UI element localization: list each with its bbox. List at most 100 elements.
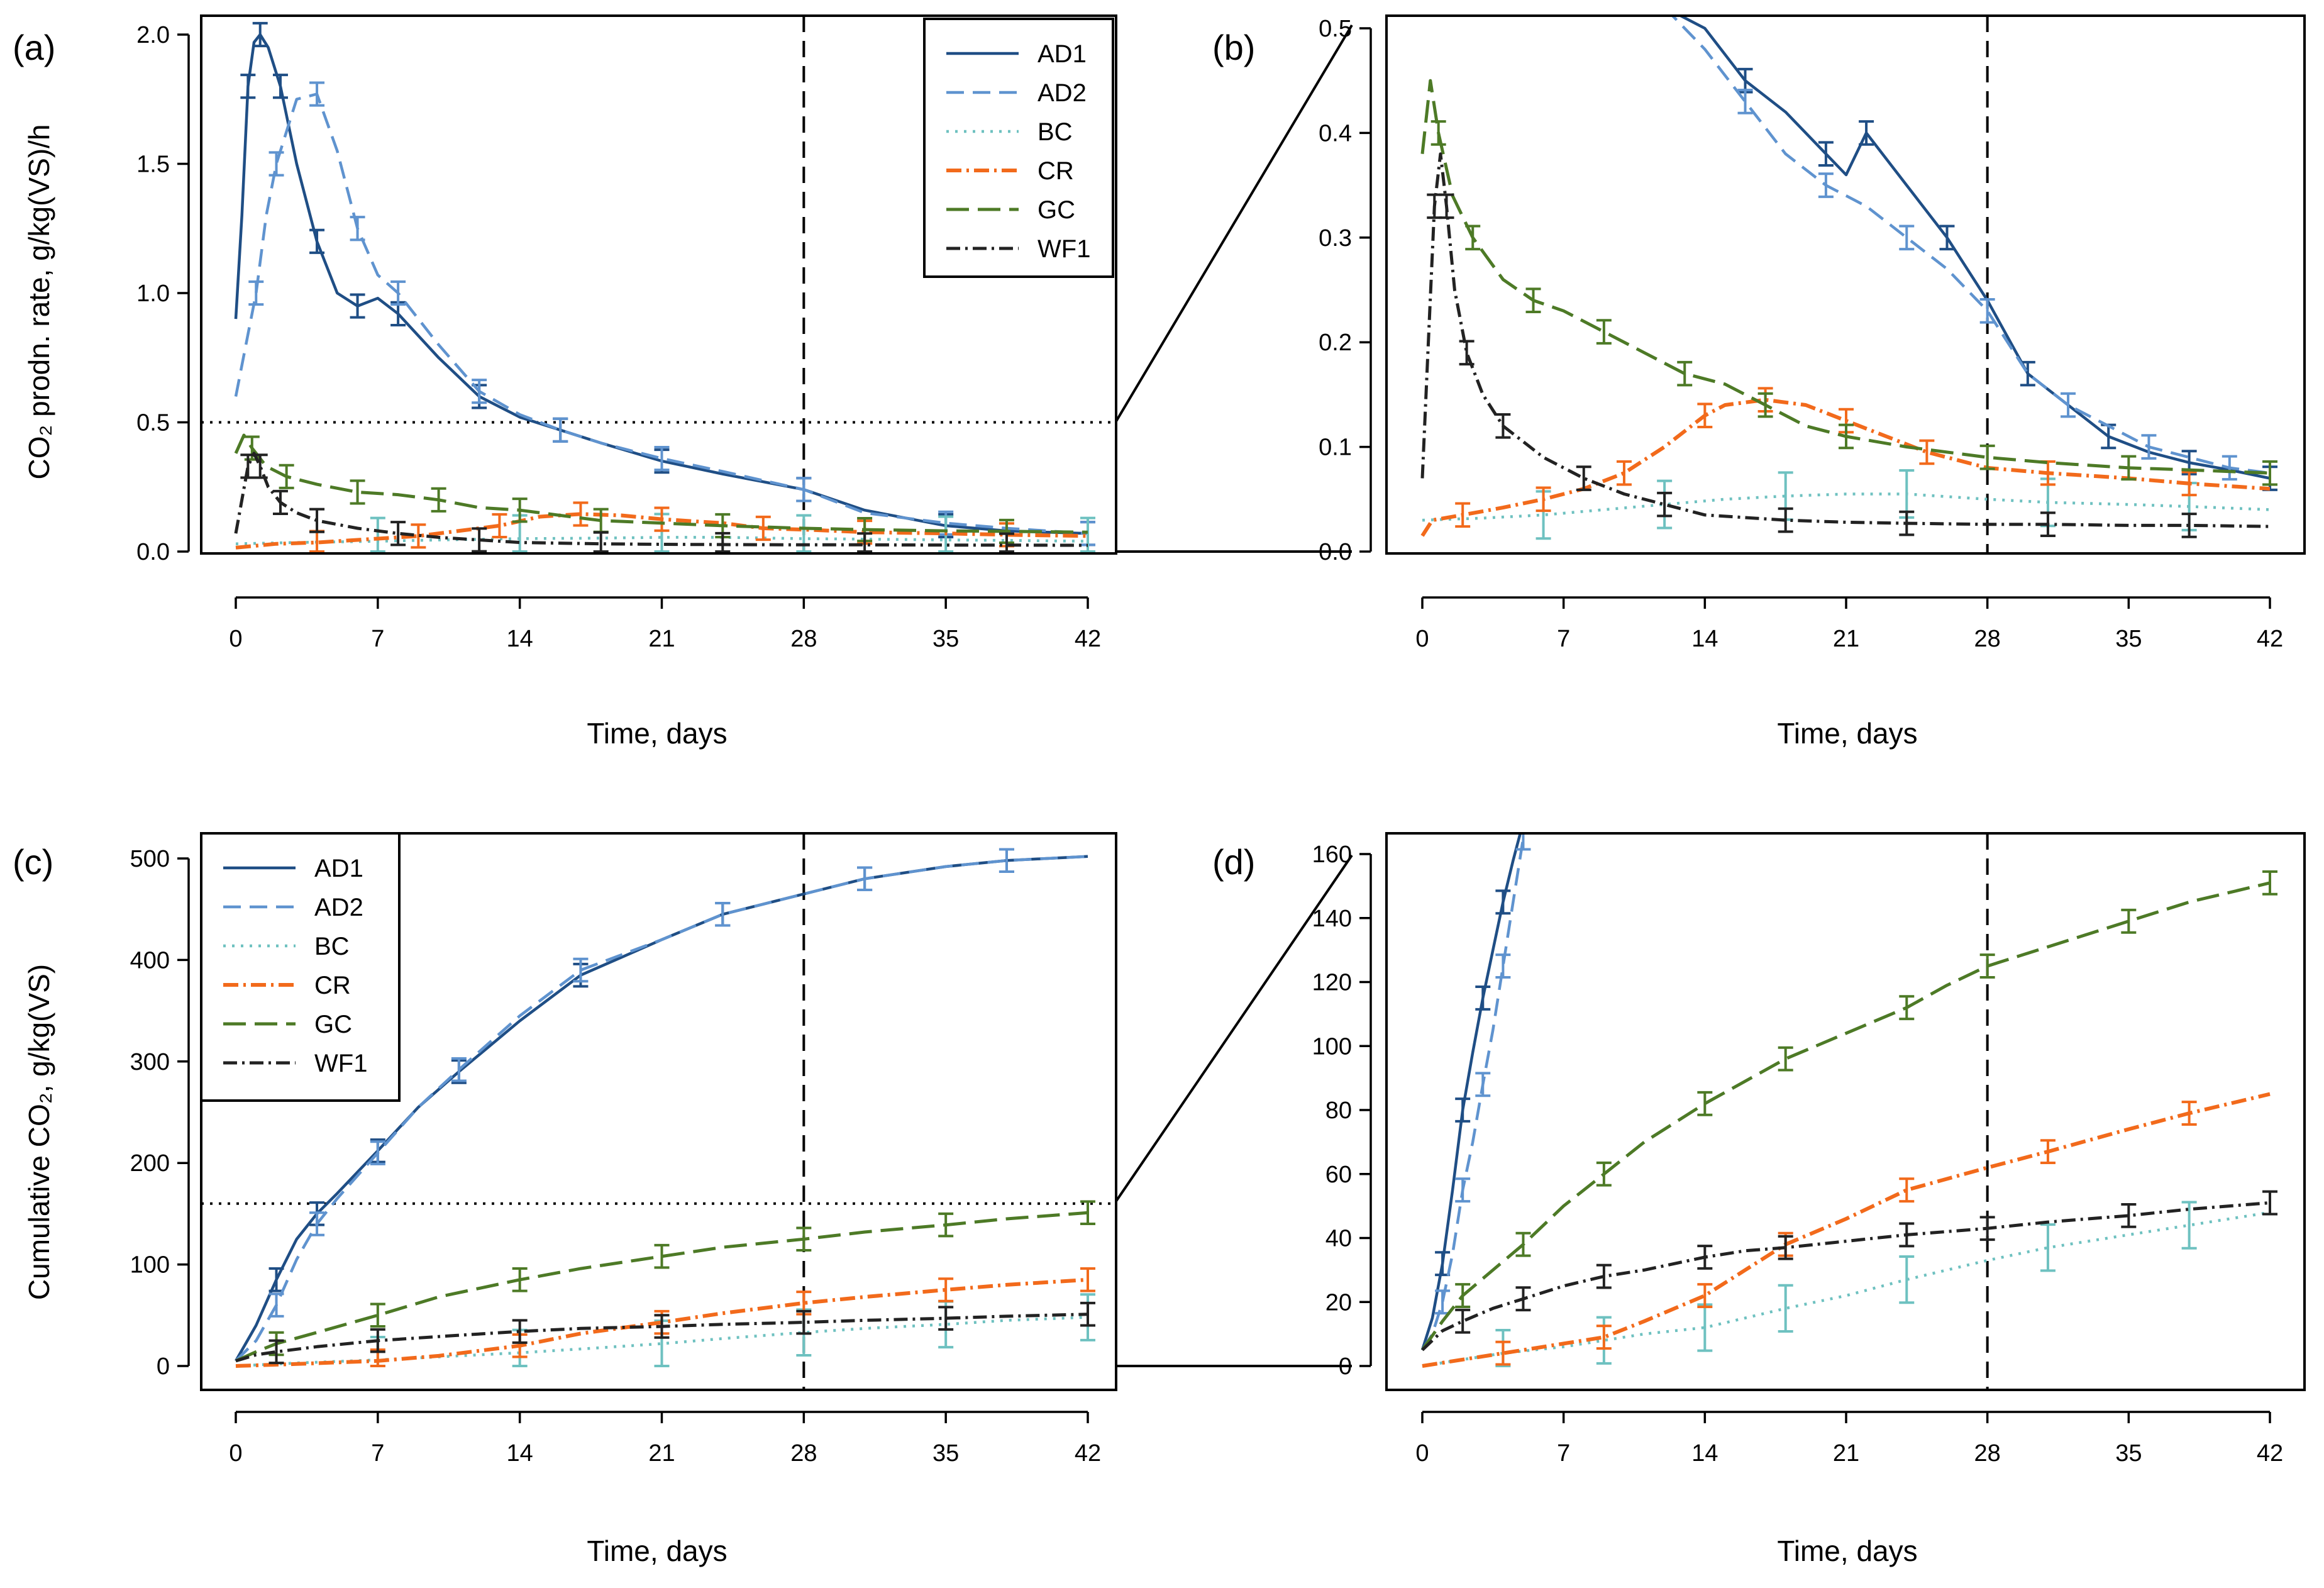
error-bar bbox=[1697, 403, 1713, 428]
panel-a: (a) 0 7 14 21 28 35 42 0.0 0.5 1.0 1.5 2.0 AD1 AD2 BC C… bbox=[13, 14, 1117, 750]
error-bar bbox=[1455, 1097, 1471, 1123]
y-axis: 0.00.10.20.30.40.5 bbox=[1319, 16, 1372, 565]
error-bar bbox=[2121, 1202, 2137, 1228]
legend-label: WF1 bbox=[1038, 235, 1090, 263]
error-bar bbox=[938, 1306, 954, 1331]
error-bar bbox=[938, 1277, 954, 1302]
series-area bbox=[201, 16, 1116, 553]
error-bar bbox=[1495, 953, 1511, 979]
x-tick-label: 35 bbox=[932, 1440, 959, 1467]
error-bar bbox=[1899, 469, 1915, 519]
error-bar bbox=[1778, 507, 1793, 533]
error-bar bbox=[268, 1292, 284, 1318]
error-bar bbox=[1818, 172, 1834, 198]
x-tick-label: 42 bbox=[2257, 626, 2283, 652]
x-tick-label: 0 bbox=[1415, 626, 1429, 652]
x-tick-label: 0 bbox=[229, 1440, 242, 1467]
y-tick-label: 0.3 bbox=[1319, 225, 1352, 252]
error-bar bbox=[2061, 392, 2076, 418]
error-bar bbox=[272, 74, 288, 99]
x-tick-label: 28 bbox=[1974, 1440, 2001, 1467]
error-bar bbox=[2121, 455, 2137, 481]
x-tick-label: 7 bbox=[371, 1440, 384, 1467]
error-bar bbox=[1697, 1091, 1713, 1116]
error-bar bbox=[2040, 1223, 2056, 1272]
y-tick-label: 0.0 bbox=[136, 539, 170, 565]
y-tick-label: 80 bbox=[1325, 1097, 1352, 1124]
legend-box bbox=[200, 832, 401, 1102]
series-bc bbox=[1422, 1201, 2271, 1368]
error-bar bbox=[309, 1211, 325, 1236]
error-bar bbox=[1697, 1283, 1713, 1308]
series-wf1 bbox=[235, 1301, 1095, 1365]
legend-item-wf1: WF1 bbox=[223, 1050, 367, 1077]
series-line-ad2 bbox=[1421, 838, 1525, 1351]
series-line-gc bbox=[234, 433, 1088, 534]
error-bar bbox=[1979, 1216, 1995, 1241]
x-axis-label: Time, days bbox=[587, 1535, 727, 1567]
series-cr bbox=[1420, 387, 2271, 537]
x-tick-label: 21 bbox=[648, 1440, 675, 1467]
series-line-bc bbox=[1422, 1211, 2271, 1368]
error-bar bbox=[2040, 511, 2056, 538]
error-bar bbox=[1495, 413, 1511, 439]
zoom-connectors bbox=[1115, 24, 1353, 1367]
error-bar bbox=[1525, 287, 1541, 313]
legend-item-ad1: AD1 bbox=[223, 855, 363, 882]
series-line-wf1 bbox=[235, 1313, 1088, 1363]
series-line-wf1 bbox=[1421, 1201, 2271, 1352]
panel-b: (b) 0 7 14 21 28 35 420.00.10.20.30.40.5 Time,… bbox=[1212, 14, 2306, 750]
error-bar bbox=[1657, 491, 1673, 518]
series-line-ad1 bbox=[1420, 833, 1522, 1351]
legend-item-bc: BC bbox=[223, 933, 350, 960]
legend: AD1 AD2 BC CR GC WF1 bbox=[200, 832, 401, 1102]
error-bar bbox=[755, 515, 771, 541]
error-bar bbox=[451, 1057, 467, 1082]
x-tick-label: 35 bbox=[2115, 1440, 2142, 1467]
error-bar bbox=[370, 1328, 385, 1353]
panel-a-plot: 0 7 14 21 28 35 42 0.0 0.5 1.0 1.5 2.0 AD1 AD2 BC CR GC W… bbox=[136, 16, 1116, 652]
error-bar bbox=[1677, 360, 1693, 387]
error-bar bbox=[350, 293, 365, 319]
error-bar bbox=[857, 532, 873, 553]
legend-item-cr: CR bbox=[946, 157, 1074, 185]
error-bar bbox=[492, 513, 507, 538]
panel-label: (c) bbox=[13, 842, 53, 882]
series-bc bbox=[235, 1293, 1095, 1368]
x-axis: 0 7 14 21 28 35 42 bbox=[229, 596, 1101, 652]
series-line-ad2 bbox=[234, 92, 1088, 535]
x-tick-label: 14 bbox=[507, 626, 533, 652]
legend-item-cr: CR bbox=[223, 972, 351, 999]
y-tick-label: 0.5 bbox=[136, 410, 170, 436]
error-bar bbox=[512, 1267, 528, 1292]
error-bar bbox=[252, 21, 268, 48]
error-bar bbox=[2262, 460, 2277, 486]
error-bar bbox=[715, 531, 731, 553]
error-bar bbox=[654, 506, 670, 532]
x-axis-label: Time, days bbox=[1777, 717, 1917, 750]
series-ad2 bbox=[234, 81, 1095, 547]
y-tick-label: 500 bbox=[130, 846, 170, 872]
series-line-bc bbox=[1422, 492, 2271, 522]
error-bar bbox=[1818, 141, 1834, 167]
error-bar bbox=[857, 866, 873, 892]
series-line-cr bbox=[1420, 397, 2271, 537]
error-bar bbox=[1080, 516, 1095, 553]
y-axis-label: Cumulative CO₂, g/kg(VS) bbox=[23, 964, 55, 1300]
error-bar bbox=[1979, 953, 1995, 979]
series-gc bbox=[1420, 79, 2277, 486]
series-wf1 bbox=[1421, 1190, 2277, 1352]
error-bar bbox=[350, 216, 365, 242]
error-bar bbox=[1536, 486, 1551, 513]
error-bar bbox=[240, 74, 256, 99]
series-area bbox=[201, 833, 1116, 1390]
error-bar bbox=[1596, 1324, 1612, 1350]
error-bar bbox=[512, 497, 528, 523]
error-bar bbox=[1778, 1284, 1793, 1333]
error-bar bbox=[1439, 193, 1454, 219]
error-bar bbox=[370, 1302, 385, 1328]
series-gc bbox=[1420, 870, 2277, 1352]
error-bar bbox=[654, 445, 670, 472]
x-tick-label: 14 bbox=[1691, 626, 1718, 652]
panel-label: (a) bbox=[13, 28, 55, 67]
